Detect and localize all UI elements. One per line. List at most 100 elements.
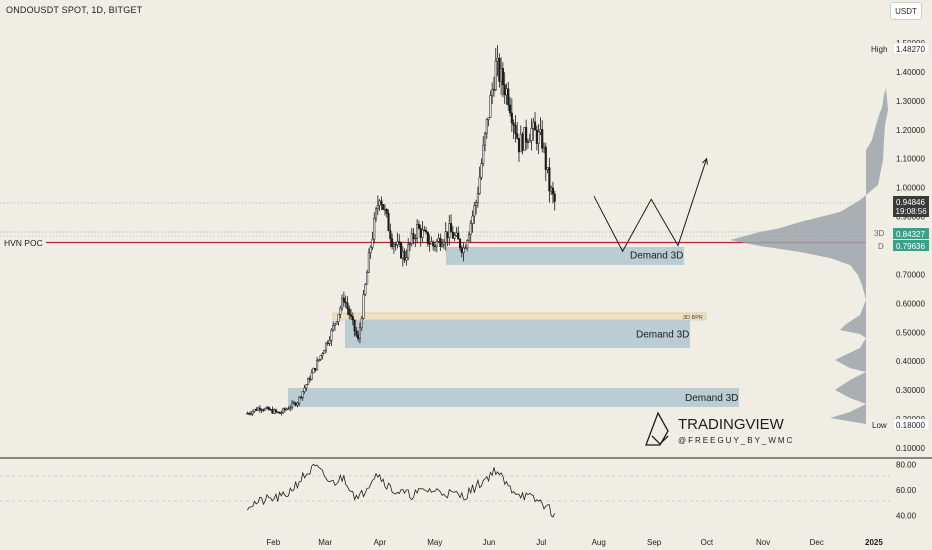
candle-body [442, 241, 445, 246]
candle-body [457, 232, 460, 240]
candle-body [419, 228, 422, 238]
candle-body [307, 378, 310, 385]
level-3d-tag [893, 228, 929, 239]
candle-body [421, 229, 424, 238]
candle-body [296, 402, 299, 406]
candle-body [451, 231, 454, 239]
candle-body [319, 355, 322, 360]
candle-body [287, 408, 290, 410]
candle-body [292, 402, 295, 404]
candle-body [537, 131, 540, 144]
candle-body [257, 407, 260, 411]
candle-body [460, 247, 463, 253]
candle-body [371, 238, 374, 248]
candle-body [339, 307, 342, 315]
current-price: 0.94846 [896, 198, 925, 207]
candle-body [294, 402, 297, 406]
candle-body [453, 235, 456, 239]
price-tick-label: 1.30000 [896, 97, 925, 106]
candle-body [346, 302, 349, 310]
candle-body [407, 244, 410, 258]
candle-body [389, 230, 392, 240]
candle-body [403, 251, 406, 261]
time-tick-label: May [427, 538, 442, 547]
candle-body [351, 316, 354, 321]
candle-body [342, 297, 345, 303]
candlestick-series [246, 45, 556, 417]
price-tick-label: 1.40000 [896, 68, 925, 77]
candle-body [542, 146, 546, 149]
candle-body [326, 342, 329, 344]
demand-zone-2-label: Demand 3D [636, 330, 689, 341]
time-tick-label: Oct [701, 538, 714, 547]
candle-body [496, 58, 499, 62]
candle-body [398, 241, 401, 244]
candle-body [357, 334, 360, 340]
candle-body [289, 407, 292, 410]
tradingview-logo-chevron-icon [651, 435, 669, 445]
level-d-tag [893, 240, 929, 251]
candle-body [498, 58, 501, 82]
tradingview-watermark: TRADINGVIEW @FREEGUY_BY_WMC [645, 411, 792, 446]
candle-body [380, 200, 383, 205]
candle-body [489, 95, 492, 118]
candle-body [534, 121, 537, 131]
time-axis[interactable]: Feb Mar Apr May Jun Jul Aug Sep Oct Nov Dec 2025 [266, 538, 883, 547]
candle-body [262, 409, 265, 411]
bpr-zone-label: 3D BPR [683, 315, 703, 321]
projection-path [593, 157, 708, 253]
candle-body [487, 117, 490, 120]
candle-body [433, 245, 437, 248]
demand-zone-3[interactable] [288, 388, 739, 407]
candle-body [412, 233, 415, 240]
candle-body [353, 319, 356, 331]
candle-body [519, 134, 522, 153]
bpr-zone[interactable] [332, 312, 707, 321]
candle-body [323, 350, 326, 354]
candle-body [530, 128, 533, 141]
candle-body [333, 323, 336, 326]
candle-body [264, 407, 267, 411]
candle-body [546, 167, 549, 170]
price-tick-label: 0.40000 [896, 357, 925, 366]
time-tick-label: Mar [318, 538, 332, 547]
current-price-tag [893, 196, 929, 217]
candle-body [480, 163, 483, 178]
candle-body [265, 406, 269, 409]
candle-body [260, 409, 263, 411]
candle-body [280, 412, 283, 414]
candle-body [273, 409, 276, 414]
candle-body [399, 242, 403, 259]
candle-body [391, 238, 394, 248]
currency-button[interactable]: USDT [890, 2, 922, 20]
high-label: High [871, 45, 887, 54]
demand-zone-1[interactable] [446, 247, 684, 265]
candle-body [374, 208, 378, 219]
candle-body [308, 378, 311, 380]
candle-body [514, 125, 517, 134]
candle-body [492, 89, 496, 91]
time-tick-label: Apr [374, 538, 387, 547]
osc-tick-label: 80.00 [896, 460, 917, 469]
candle-body [248, 413, 251, 415]
candle-body [414, 237, 417, 240]
candle-body [335, 321, 338, 324]
oscillator-axis: 80.00 60.00 40.00 [896, 460, 917, 520]
time-tick-label: Feb [266, 538, 280, 547]
candle-body [517, 138, 521, 153]
candle-body [373, 217, 376, 240]
candle-body [441, 244, 444, 247]
candle-body [439, 238, 442, 247]
candle-body [385, 209, 388, 214]
demand-zone-2[interactable] [345, 320, 690, 348]
level-d-value: 0.79636 [896, 242, 925, 251]
candle-body [249, 413, 253, 415]
candle-body [473, 205, 476, 217]
symbol-title[interactable]: ONDOUSDT SPOT, 1D, BITGET [6, 5, 143, 15]
candle-body [251, 410, 254, 414]
candle-body [367, 252, 370, 273]
candle-body [551, 187, 554, 195]
candle-body [485, 119, 488, 134]
